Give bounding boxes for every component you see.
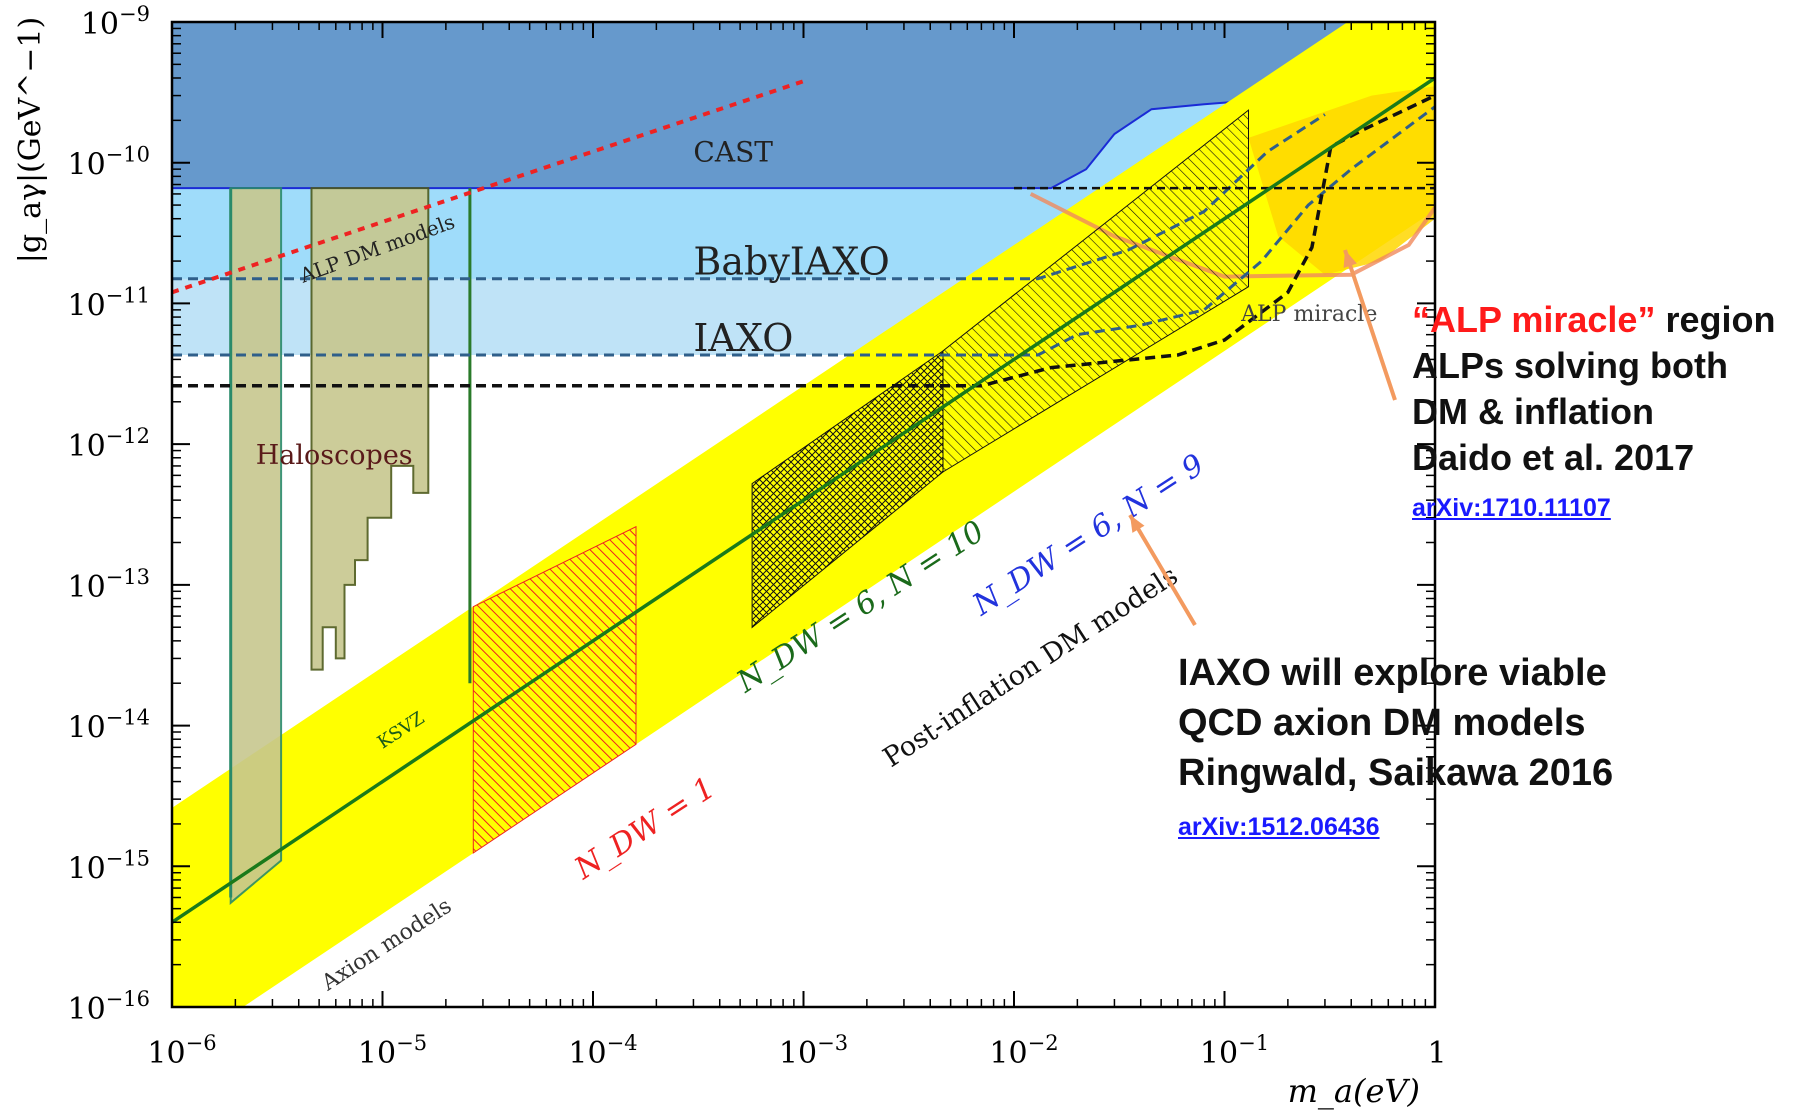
iaxo-arrow [1128, 513, 1197, 627]
alp-miracle-line3: DM & inflation [1412, 391, 1654, 432]
alp-miracle-arrow [1343, 249, 1397, 401]
ndw6-n9-hatched-region [942, 109, 1249, 473]
iaxo-callout-line2: QCD axion DM models [1178, 702, 1586, 744]
haloscopes-label: Haloscopes [256, 440, 413, 471]
haloscope-admx-region [229, 187, 283, 905]
cast-label: CAST [693, 136, 773, 169]
iaxo-callout-line3: Ringwald, Saikawa 2016 [1178, 752, 1614, 794]
haloscope-rbf-uf-region [310, 187, 430, 671]
ndw1-hatched-region [472, 525, 637, 854]
babyiaxo-label: BabyIAXO [693, 240, 889, 284]
y-tick-label: 10−12 [67, 424, 150, 464]
y-tick-label: 10−14 [67, 706, 150, 746]
alp-miracle-region-word: region [1655, 299, 1776, 340]
ksvz-line [172, 76, 1435, 924]
alp-miracle-title: “ALP miracle” [1412, 299, 1656, 340]
iaxo-dashed-line [172, 105, 1435, 357]
alp-miracle-line4: Daido et al. 2017 [1412, 437, 1695, 478]
alp-miracle-callout: “ALP miracle” region ALPs solving both D… [1412, 297, 1775, 531]
ndw1-label: N_DW = 1 [568, 770, 722, 887]
cast-region [172, 22, 1435, 189]
babyiaxo-dashed-line [172, 113, 1326, 281]
iaxo-callout: IAXO will explore viable QCD axion DM mo… [1178, 648, 1613, 852]
x-tick-label: 10−6 [147, 1031, 216, 1071]
y-tick-label: 10−11 [67, 283, 150, 323]
y-axis-label: |g_aγ|(GeV^−1) [13, 17, 48, 263]
iaxo-arxiv-link[interactable]: arXiv:1512.06436 [1178, 813, 1380, 841]
y-tick-label: 10−16 [67, 987, 150, 1027]
y-tick-label: 10−9 [81, 2, 150, 42]
alp-miracle-region [1248, 86, 1435, 275]
x-tick-label: 10−1 [1200, 1031, 1269, 1071]
y-tick-label: 10−15 [67, 846, 150, 886]
y-tick-label: 10−10 [67, 143, 150, 183]
x-axis-label: m_a(eV) [1288, 1072, 1420, 1110]
iaxo-plus-dashed-line [172, 94, 1435, 388]
y-tick-label: 10−13 [67, 565, 150, 605]
x-tick-label: 1 [1427, 1036, 1446, 1071]
alp-miracle-arrow-head [1343, 250, 1357, 268]
x-tick-label: 10−4 [568, 1031, 637, 1071]
x-tick-label: 10−5 [358, 1031, 427, 1071]
alp-miracle-line2: ALPs solving both [1412, 345, 1729, 386]
x-tick-label: 10−3 [779, 1031, 848, 1071]
iaxo-callout-line1: IAXO will explore viable [1178, 652, 1607, 694]
alp-miracle-label: ALP miracle [1240, 302, 1377, 327]
iaxo-arrow-head [1130, 515, 1145, 533]
x-tick-label: 10−2 [989, 1031, 1058, 1071]
alp-miracle-arxiv-link[interactable]: arXiv:1710.11107 [1412, 494, 1611, 522]
iaxo-label: IAXO [693, 316, 793, 360]
